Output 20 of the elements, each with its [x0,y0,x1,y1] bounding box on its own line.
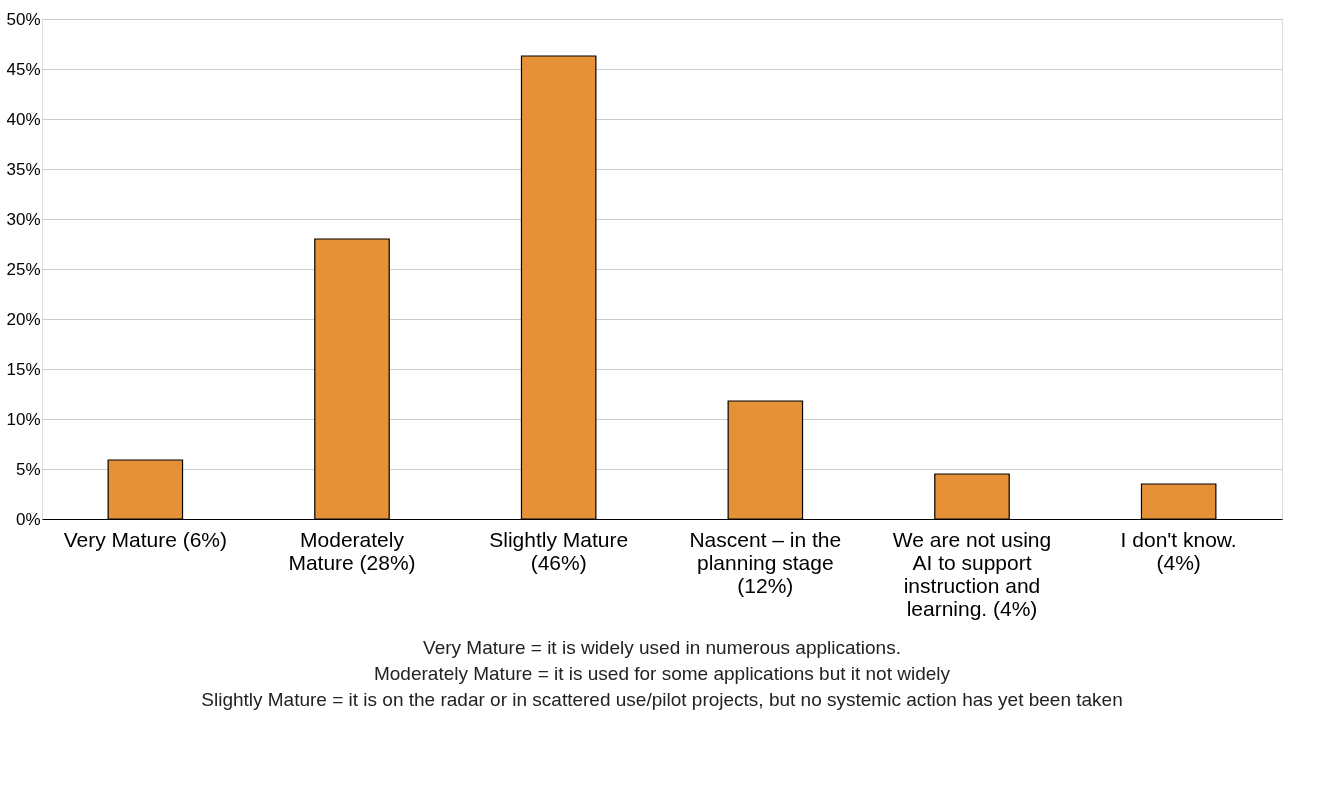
y-tick-label: 5% [15,459,41,479]
x-tick-label: We are not using AI to support instruction and learning. (4%) [892,527,1052,620]
text: Moderately Mature = it is used for some applications but it not widely [373,663,951,684]
x-tick-label: Nascent – in the planning stage (12%) [689,527,842,597]
y-tick-label: 25% [6,259,41,279]
y-tick-label: 30% [6,209,41,229]
text: Slightly Mature = it is on the radar or in scattered use/pilot projects, but no systemic action has yet been taken [201,689,1123,710]
x-tick-label: Very Mature (6%) [63,527,228,551]
y-tick-label: 50% [6,9,41,29]
text: Very Mature = it is widely used in numerous applications. [423,637,901,658]
y-tick-label: 40% [6,109,41,129]
x-tick-label: Slightly Mature (46%) [489,527,629,574]
y-tick-label: 10% [6,409,41,429]
x-tick-label: I don't know. (4%) [1120,527,1237,574]
y-tick-label: 20% [6,309,41,329]
y-tick-label: 0% [15,509,41,529]
y-tick-label: 15% [6,359,41,379]
y-tick-label: 35% [6,159,41,179]
y-tick-label: 45% [6,59,41,79]
x-tick-label: Moderately Mature (28%) [288,527,416,574]
